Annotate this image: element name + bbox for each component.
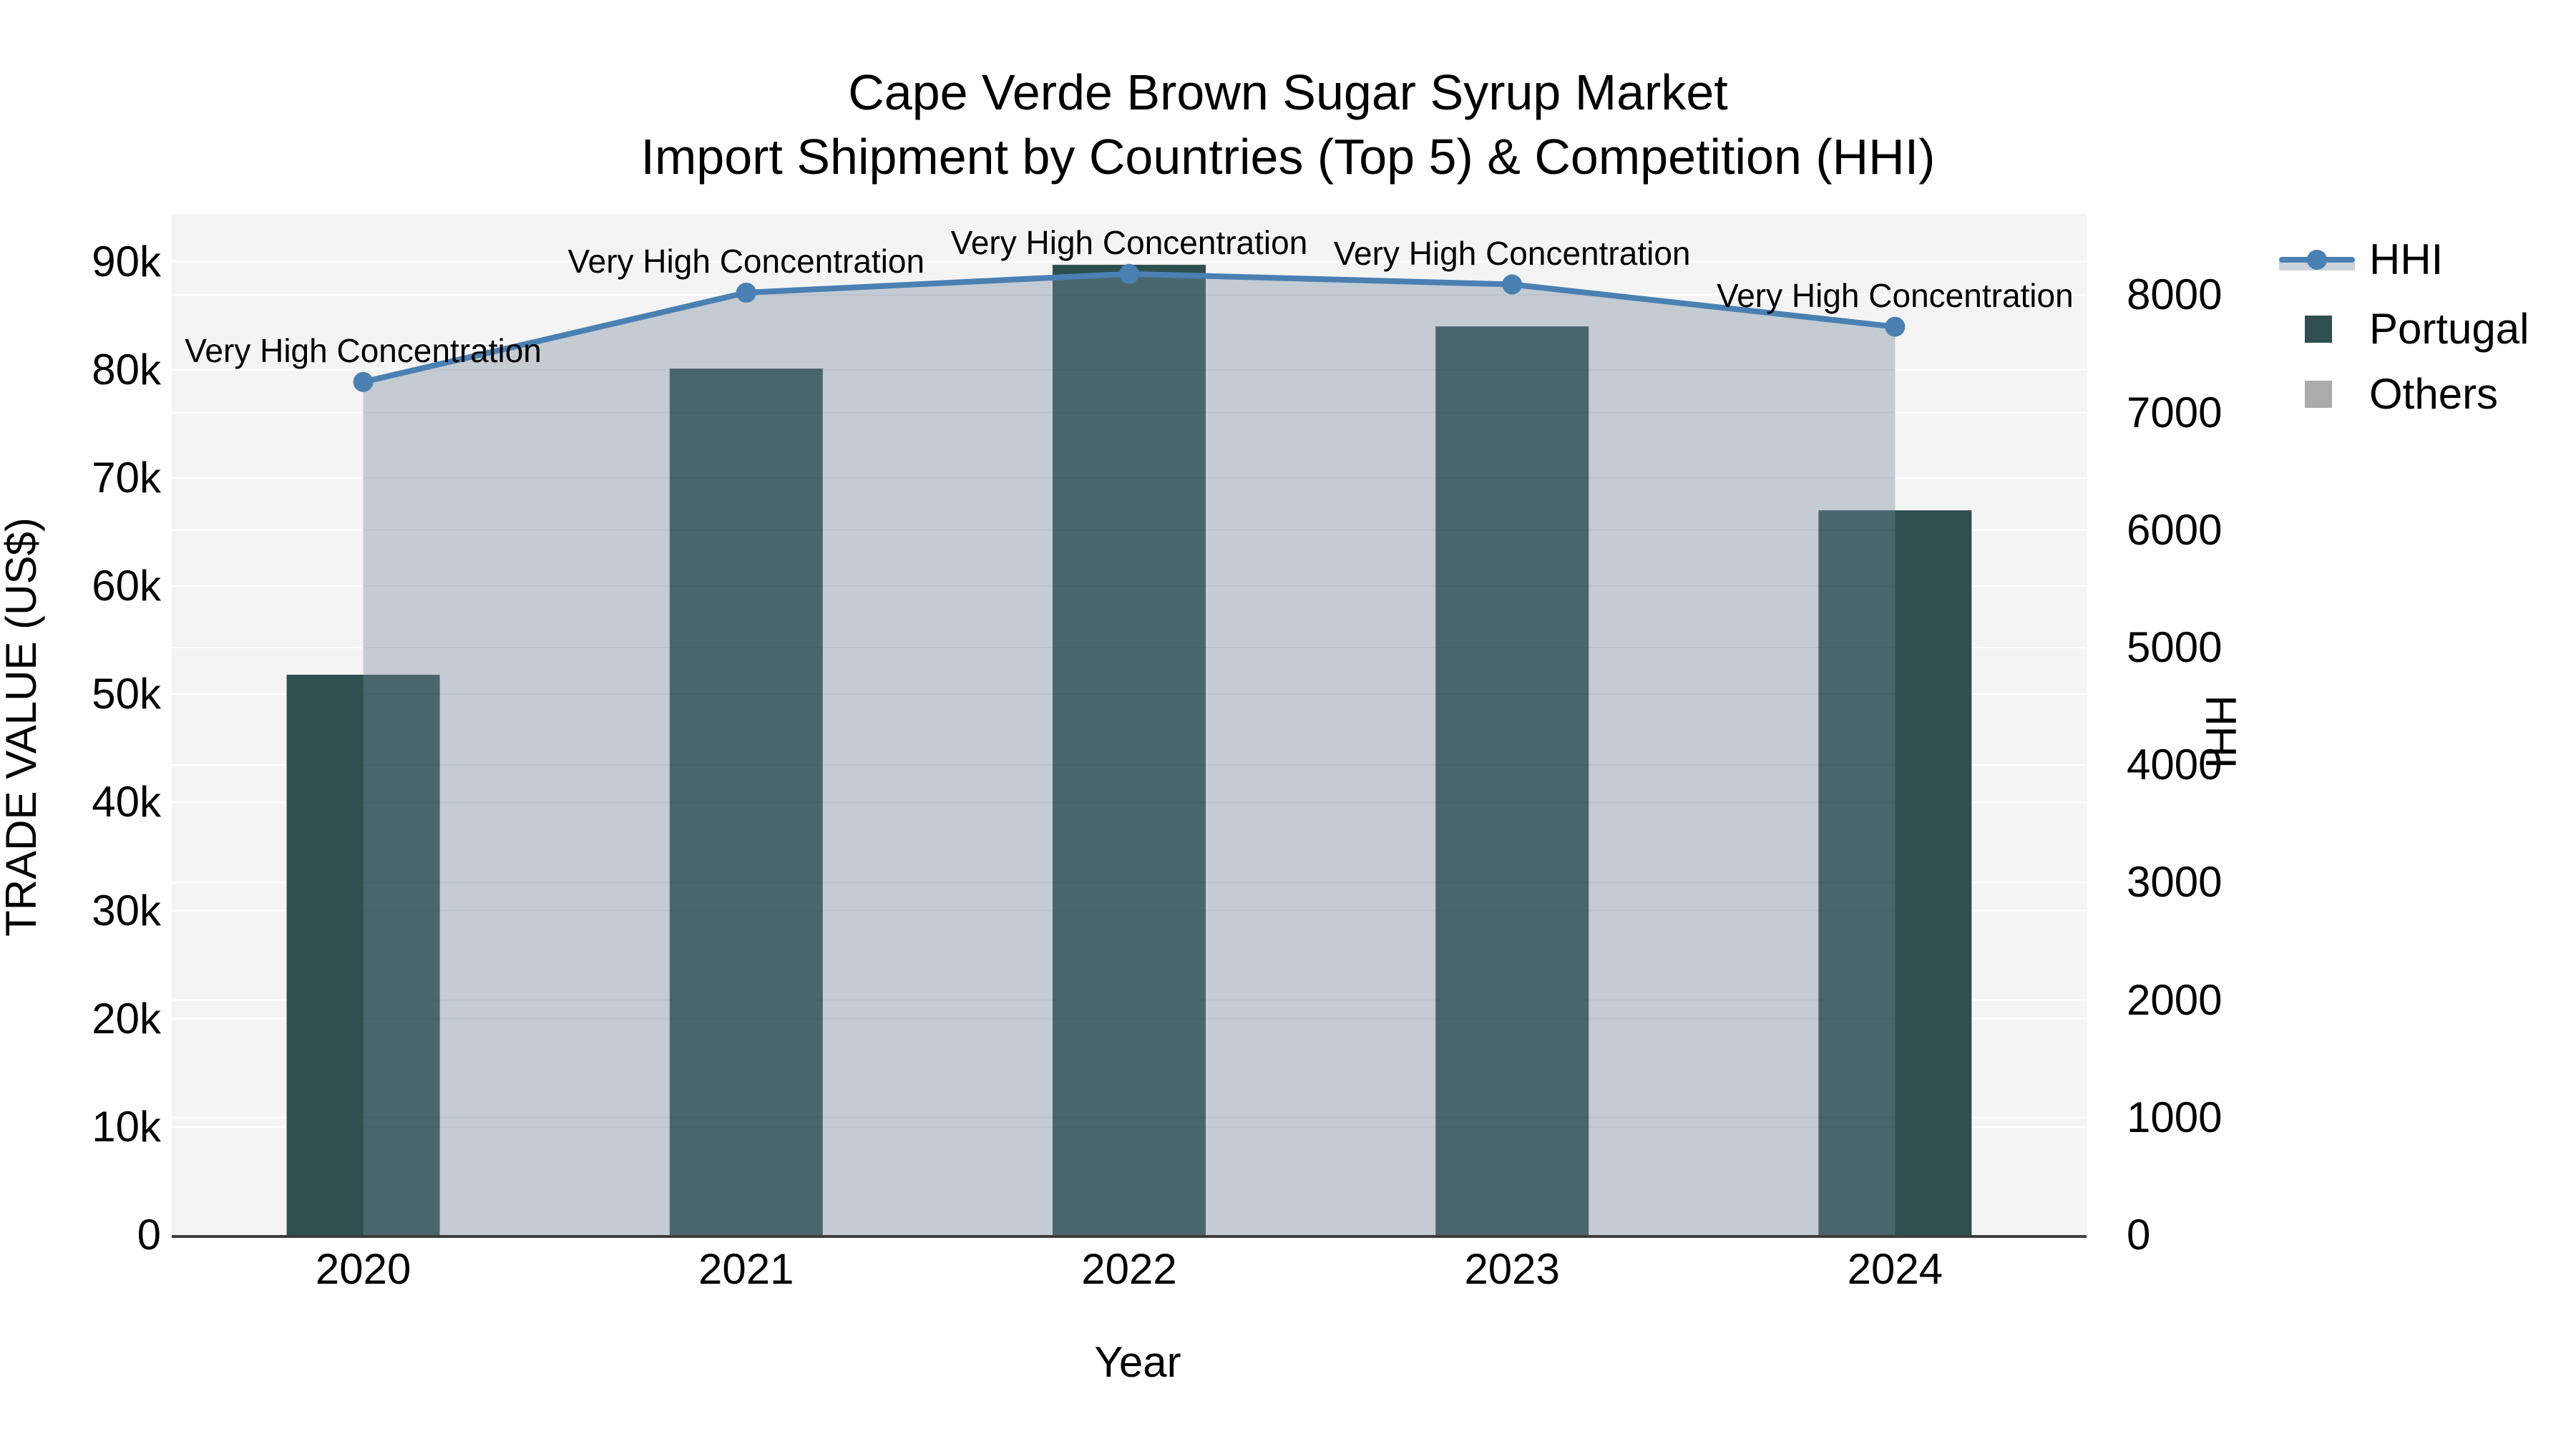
y-right-tick-1000: 1000 xyxy=(2127,1093,2223,1141)
portugal-square-icon xyxy=(2305,316,2332,343)
annotation-2023: Very High Concentration xyxy=(1333,234,1691,272)
annotation-2021: Very High Concentration xyxy=(567,243,925,280)
legend-label-portugal: Portugal xyxy=(2369,305,2529,353)
y-left-tick-0: 0 xyxy=(137,1211,161,1259)
hhi-marker-2020[interactable] xyxy=(353,371,374,392)
gridlines-over-fill xyxy=(363,294,1896,1128)
y-right-tick-2000: 2000 xyxy=(2127,975,2223,1024)
chart-title-line1: Cape Verde Brown Sugar Syrup Market xyxy=(848,64,1728,120)
hhi-marker-2023[interactable] xyxy=(1502,274,1523,295)
legend-label-others: Others xyxy=(2369,370,2499,418)
x-tick-2023: 2023 xyxy=(1464,1245,1560,1293)
others-swatch-icon xyxy=(2279,373,2359,416)
x-axis-line xyxy=(172,1235,2087,1238)
hhi-marker-icon xyxy=(2307,250,2327,270)
y-left-tick-90k: 90k xyxy=(92,237,161,286)
y-left-tick-60k: 60k xyxy=(92,562,161,610)
y-right-tick-3000: 3000 xyxy=(2127,858,2223,907)
y-right-tick-6000: 6000 xyxy=(2127,505,2223,554)
y-right-tick-5000: 5000 xyxy=(2127,623,2223,671)
y-right-tick-7000: 7000 xyxy=(2127,388,2223,436)
legend-label-hhi: HHI xyxy=(2369,235,2444,283)
x-axis-title: Year xyxy=(1094,1338,1181,1386)
others-square-icon xyxy=(2305,381,2332,408)
portugal-swatch-icon xyxy=(2279,308,2359,351)
legend-item-portugal[interactable]: Portugal xyxy=(2279,308,2529,351)
hhi-marker-2021[interactable] xyxy=(736,283,756,303)
annotation-2020: Very High Concentration xyxy=(185,331,542,369)
bar-portugal-2023[interactable] xyxy=(1435,326,1589,1235)
hhi-marker-2024[interactable] xyxy=(1885,316,1906,337)
y-left-tick-80k: 80k xyxy=(92,345,161,394)
bar-portugal-2022[interactable] xyxy=(1053,265,1206,1235)
chart-title-line2: Import Shipment by Countries (Top 5) & C… xyxy=(640,129,1936,185)
y-right-tick-8000: 8000 xyxy=(2127,270,2223,319)
y-left-tick-70k: 70k xyxy=(92,453,161,502)
annotation-2022: Very High Concentration xyxy=(950,223,1308,261)
y-left-tick-20k: 20k xyxy=(92,994,161,1043)
y-left-tick-40k: 40k xyxy=(92,778,161,826)
y-right-tick-4000: 4000 xyxy=(2127,741,2223,789)
x-tick-2024: 2024 xyxy=(1847,1245,1943,1293)
hhi-line-swatch-icon xyxy=(2279,238,2359,281)
y-left-tick-50k: 50k xyxy=(92,670,161,718)
x-tick-2021: 2021 xyxy=(698,1245,794,1293)
hhi-area-fill xyxy=(363,273,1896,1235)
bar-portugal-2021[interactable] xyxy=(669,369,823,1235)
y-left-tick-30k: 30k xyxy=(92,886,161,935)
y-left-tick-10k: 10k xyxy=(92,1102,161,1151)
legend-item-others[interactable]: Others xyxy=(2279,373,2498,416)
y-right-tick-0: 0 xyxy=(2127,1211,2151,1259)
annotation-2024: Very High Concentration xyxy=(1717,276,2074,314)
plot-svg xyxy=(172,260,2087,1235)
x-tick-2020: 2020 xyxy=(315,1245,411,1293)
bar-portugal-2020[interactable] xyxy=(286,674,440,1235)
hhi-marker-2022[interactable] xyxy=(1119,263,1139,284)
legend-item-hhi[interactable]: HHI xyxy=(2279,238,2443,281)
x-tick-2022: 2022 xyxy=(1081,1245,1177,1293)
bar-portugal-2024[interactable] xyxy=(1818,510,1972,1235)
